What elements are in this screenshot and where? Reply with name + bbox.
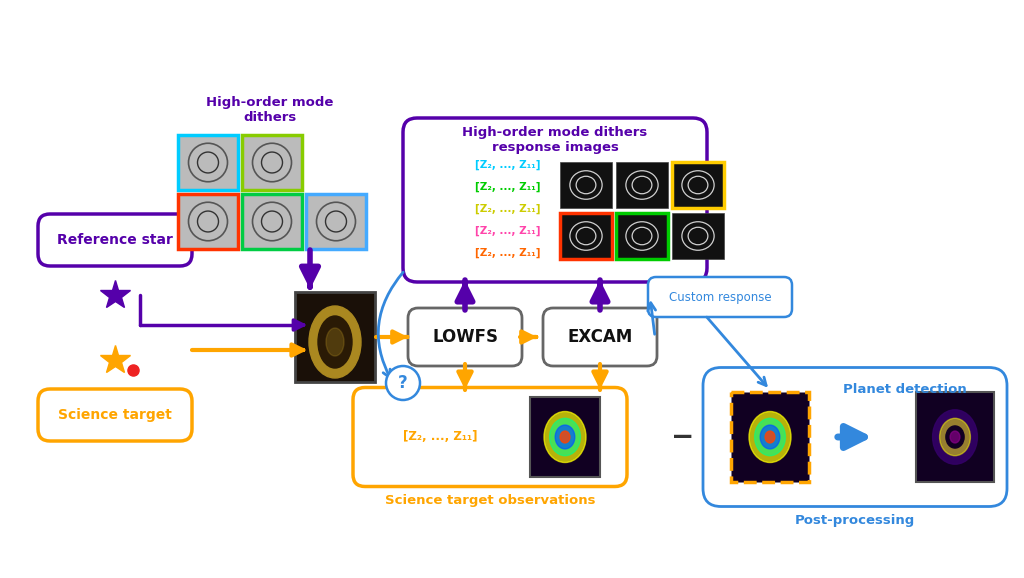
Text: Post-processing: Post-processing — [795, 514, 915, 527]
Text: −: − — [672, 423, 694, 451]
Text: ?: ? — [398, 374, 408, 392]
Text: Custom response: Custom response — [669, 291, 771, 303]
Text: Science target observations: Science target observations — [385, 494, 595, 507]
FancyBboxPatch shape — [543, 308, 657, 366]
Text: LOWFS: LOWFS — [432, 328, 498, 346]
Ellipse shape — [946, 426, 965, 448]
Bar — [242, 194, 302, 249]
Bar — [306, 194, 366, 249]
Bar — [295, 292, 375, 382]
Text: High-order mode
dithers: High-order mode dithers — [206, 96, 334, 124]
Ellipse shape — [940, 418, 971, 455]
Ellipse shape — [950, 431, 959, 443]
FancyBboxPatch shape — [403, 118, 707, 282]
Ellipse shape — [749, 412, 791, 462]
Bar — [560, 162, 612, 208]
Ellipse shape — [550, 418, 581, 455]
Text: [Z₂, ..., Z₁₁]: [Z₂, ..., Z₁₁] — [475, 226, 541, 236]
Ellipse shape — [326, 328, 344, 356]
Ellipse shape — [309, 306, 361, 378]
FancyBboxPatch shape — [408, 308, 522, 366]
Bar — [178, 135, 238, 190]
Text: [Z₂, ..., Z₁₁]: [Z₂, ..., Z₁₁] — [475, 248, 541, 258]
FancyBboxPatch shape — [353, 387, 627, 487]
Bar — [560, 213, 612, 259]
FancyBboxPatch shape — [38, 389, 193, 441]
Text: [Z₂, ..., Z₁₁]: [Z₂, ..., Z₁₁] — [475, 182, 541, 192]
Ellipse shape — [933, 410, 977, 464]
Ellipse shape — [760, 425, 780, 449]
Text: EXCAM: EXCAM — [567, 328, 633, 346]
Bar — [916, 392, 994, 482]
Ellipse shape — [560, 431, 570, 443]
Text: [Z₂, ..., Z₁₁]: [Z₂, ..., Z₁₁] — [475, 204, 541, 214]
Bar — [616, 213, 668, 259]
Text: Reference star: Reference star — [57, 233, 173, 247]
Bar — [242, 135, 302, 190]
Ellipse shape — [765, 431, 775, 443]
FancyBboxPatch shape — [703, 368, 1007, 506]
Text: Planet detection: Planet detection — [843, 383, 967, 396]
Bar — [178, 194, 238, 249]
Bar — [672, 162, 724, 208]
Ellipse shape — [755, 418, 785, 455]
Text: [Z₂, ..., Z₁₁]: [Z₂, ..., Z₁₁] — [402, 431, 477, 443]
FancyBboxPatch shape — [648, 277, 792, 317]
Ellipse shape — [555, 425, 574, 449]
FancyBboxPatch shape — [38, 214, 193, 266]
Bar — [731, 392, 809, 482]
Circle shape — [386, 366, 420, 400]
Ellipse shape — [544, 412, 586, 462]
Bar — [672, 213, 724, 259]
Text: Science target: Science target — [58, 408, 172, 422]
Ellipse shape — [318, 316, 352, 368]
Bar — [616, 162, 668, 208]
Text: High-order mode dithers
response images: High-order mode dithers response images — [463, 126, 647, 154]
Text: [Z₂, ..., Z₁₁]: [Z₂, ..., Z₁₁] — [475, 160, 541, 170]
Bar — [530, 397, 600, 477]
